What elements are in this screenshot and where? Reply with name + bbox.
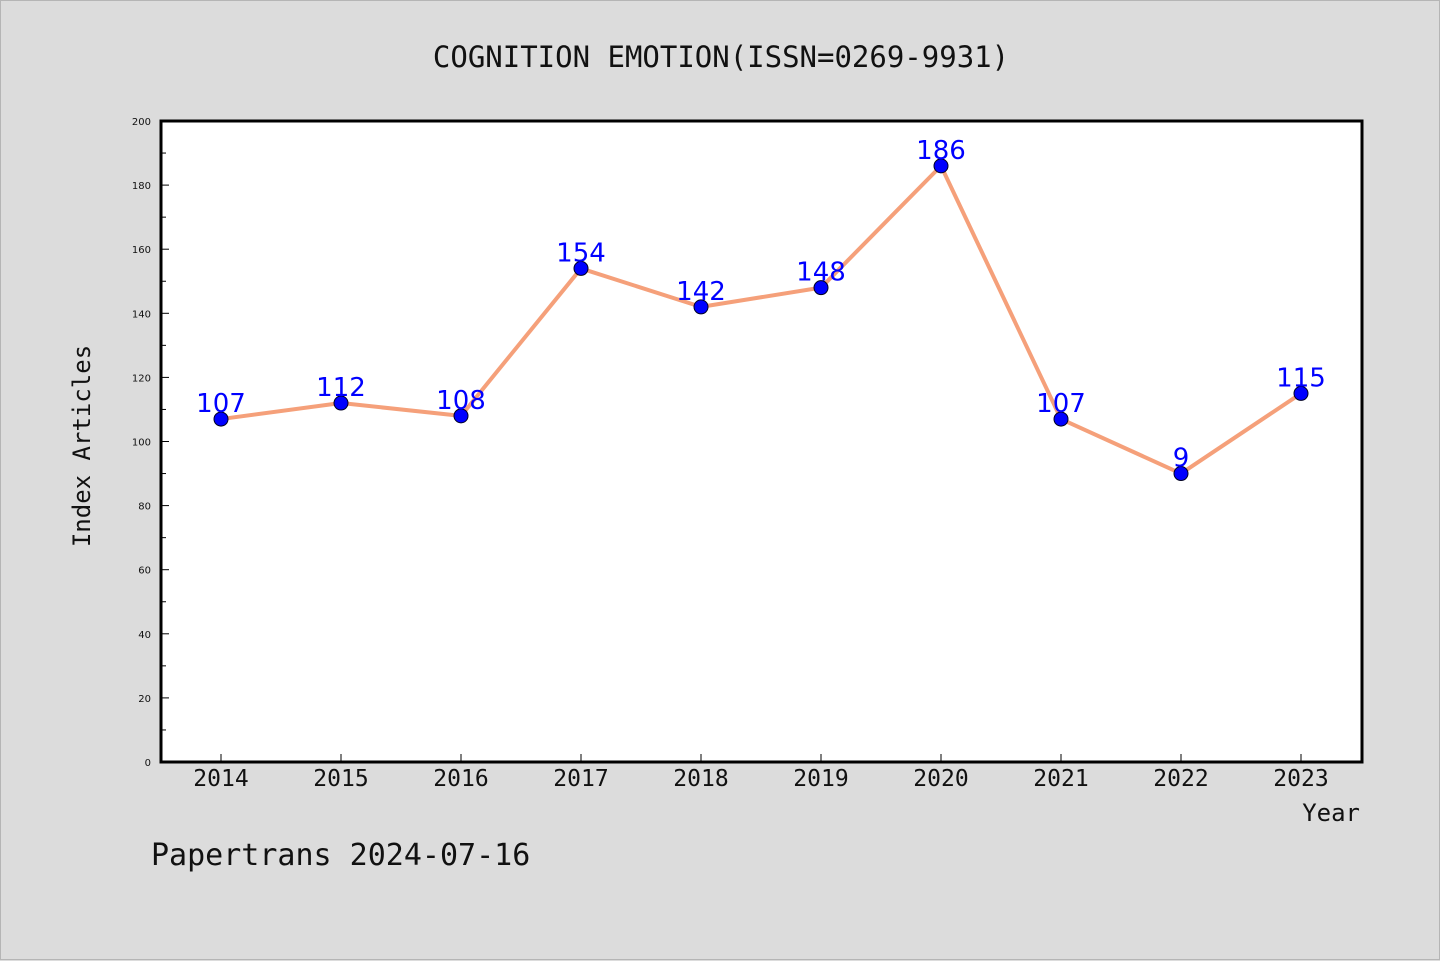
data-point bbox=[453, 408, 469, 424]
data-point bbox=[1293, 385, 1309, 401]
data-point bbox=[573, 260, 589, 276]
data-label: 112 bbox=[316, 373, 366, 403]
y-tick-label: 0 bbox=[145, 758, 151, 769]
data-label: 107 bbox=[196, 389, 246, 419]
y-tick-label: 100 bbox=[132, 438, 151, 449]
y-tick-label: 40 bbox=[138, 630, 151, 641]
x-tick-label: 2018 bbox=[673, 766, 728, 792]
y-tick-label: 20 bbox=[138, 694, 151, 705]
x-tick-label: 2015 bbox=[313, 766, 368, 792]
y-tick-label: 180 bbox=[132, 181, 151, 192]
data-point bbox=[933, 158, 949, 174]
y-tick-label: 80 bbox=[138, 502, 151, 513]
x-tick-label: 2022 bbox=[1153, 766, 1208, 792]
data-point bbox=[1053, 411, 1069, 427]
footer-credit: Papertrans 2024-07-16 bbox=[151, 838, 530, 873]
data-point bbox=[213, 411, 229, 427]
y-tick-label: 140 bbox=[132, 309, 151, 320]
x-tick-label: 2016 bbox=[433, 766, 488, 792]
chart-title: COGNITION EMOTION(ISSN=0269-9931) bbox=[433, 40, 1009, 74]
x-tick-label: 2014 bbox=[193, 766, 248, 792]
series-line-group: 107 112 108 154 142 148 186 107 9 115 bbox=[196, 136, 1326, 482]
data-label: 186 bbox=[916, 136, 966, 166]
x-tick-label: 2021 bbox=[1033, 766, 1088, 792]
data-label: 115 bbox=[1276, 363, 1326, 393]
data-point bbox=[693, 299, 709, 315]
plot-area bbox=[159, 119, 1364, 764]
x-tick-label: 2023 bbox=[1273, 766, 1328, 792]
series-line bbox=[220, 163, 1303, 476]
data-label: 107 bbox=[1036, 389, 1086, 419]
x-axis: 2014 2015 2016 2017 2018 2019 2020 2021 2022 2023 bbox=[193, 754, 1329, 792]
data-point bbox=[333, 395, 349, 411]
data-label: 154 bbox=[556, 238, 606, 268]
x-tick-label: 2017 bbox=[553, 766, 608, 792]
x-tick-label: 2020 bbox=[913, 766, 968, 792]
data-label: 148 bbox=[796, 258, 846, 288]
y-tick-label: 120 bbox=[132, 373, 151, 384]
y-tick-label: 60 bbox=[138, 566, 151, 577]
data-label: 108 bbox=[436, 386, 486, 416]
y-tick-label: 200 bbox=[132, 117, 151, 128]
y-axis: 0 20 40 60 80 100 120 140 160 180 200 bbox=[132, 117, 169, 769]
data-label: 142 bbox=[676, 277, 726, 307]
x-axis-title: Year bbox=[1302, 799, 1360, 827]
data-point bbox=[1173, 466, 1189, 482]
y-axis-title: Index Articles bbox=[68, 345, 96, 547]
y-tick-label: 160 bbox=[132, 245, 151, 256]
x-tick-label: 2019 bbox=[793, 766, 848, 792]
data-label: 9 bbox=[1173, 444, 1190, 474]
data-point bbox=[813, 280, 829, 296]
